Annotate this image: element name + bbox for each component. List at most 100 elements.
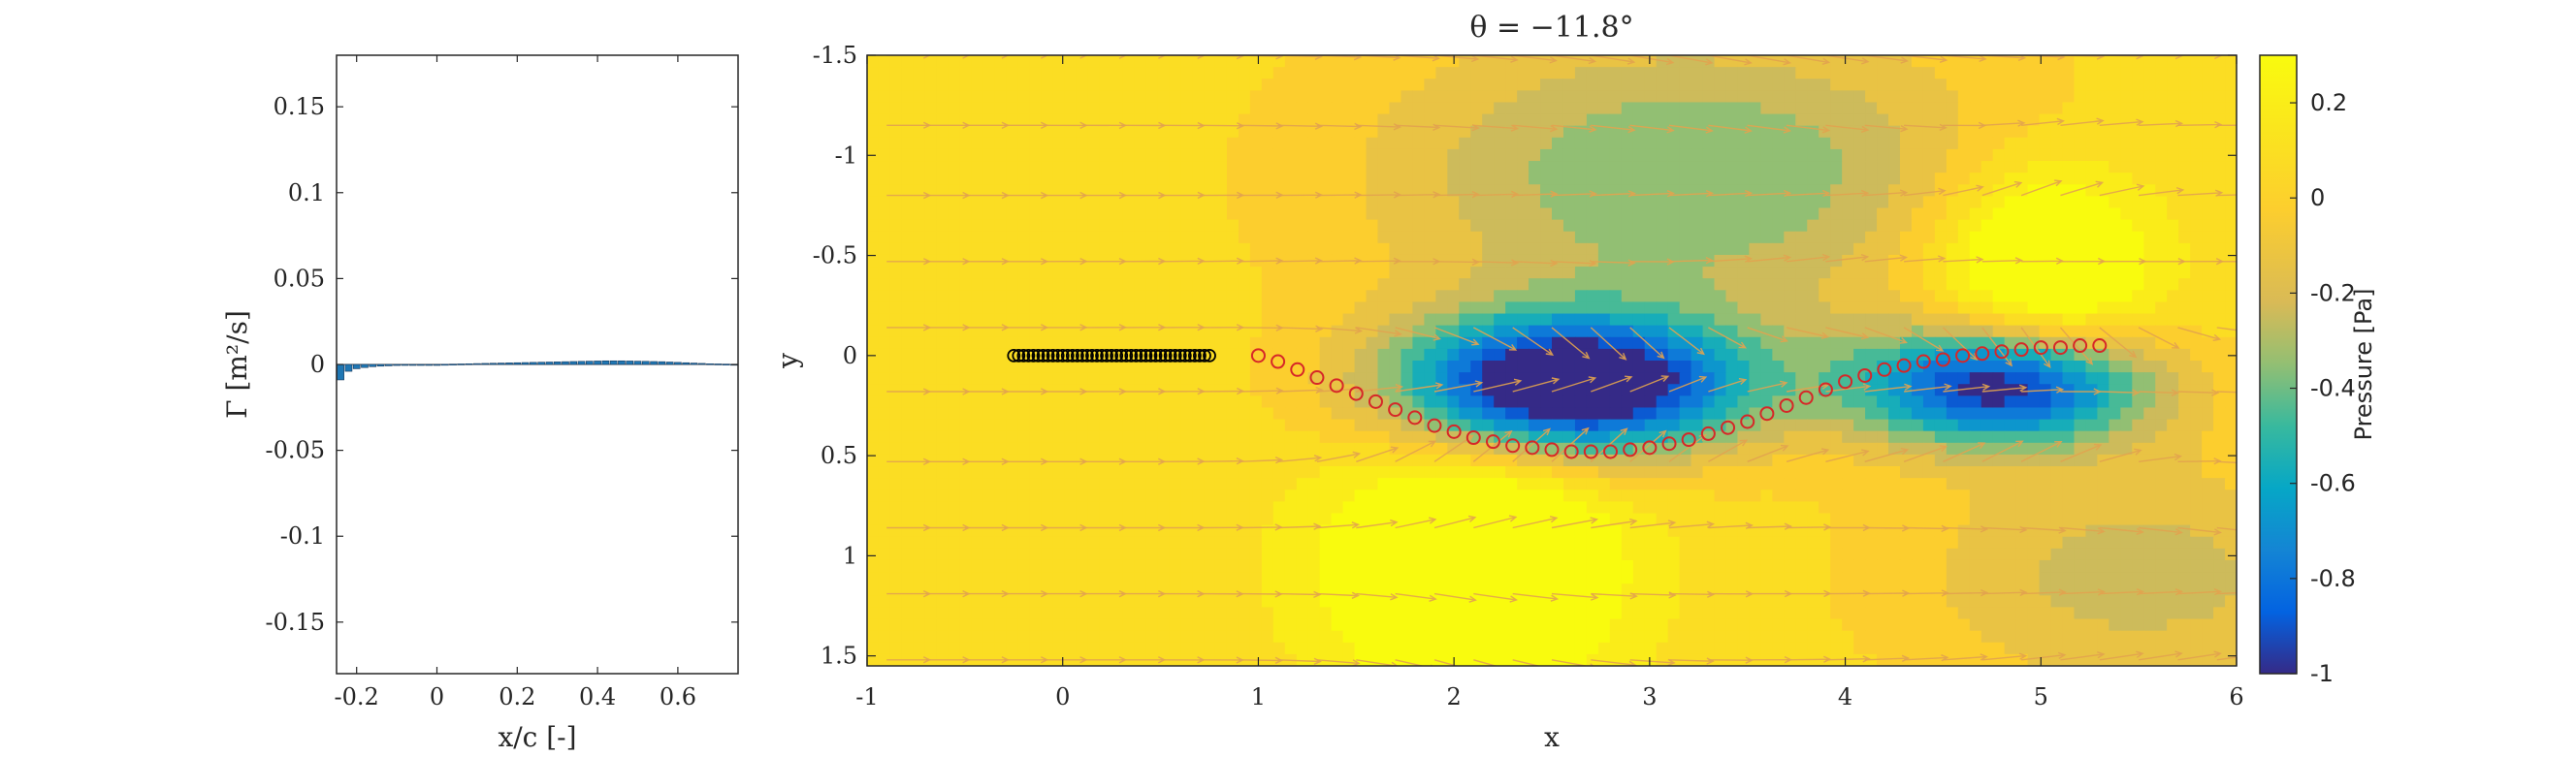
contour-cell [2039,173,2052,185]
contour-cell [1482,313,1495,327]
contour-cell [1261,536,1274,550]
contour-cell [2190,173,2203,185]
contour-cell [1911,395,1924,409]
contour-cell [1041,313,1054,327]
contour-cell [2085,79,2099,91]
contour-cell [1249,407,1263,421]
contour-cell [1238,430,1251,444]
contour-cell [1134,137,1146,150]
contour-cell [1134,524,1146,538]
contour-cell [1006,478,1019,490]
contour-cell [1157,301,1170,315]
contour-cell [878,501,891,515]
contour-cell [1122,278,1135,291]
contour-cell [948,466,961,479]
contour-cell [867,219,880,233]
contour-cell [1214,524,1228,538]
contour-cell [1969,524,1982,538]
contour-cell [1946,489,1959,502]
contour-cell [1226,466,1240,479]
contour-cell [1714,325,1727,338]
contour-cell [2050,478,2064,490]
contour-cell [1772,348,1785,362]
contour-cell [1517,478,1530,490]
contour-cell [994,372,1008,385]
contour-cell [2155,196,2168,209]
contour-cell [1737,290,1751,303]
contour-cell [994,466,1008,479]
contour-cell [1169,184,1181,197]
contour-cell [1122,184,1135,197]
contour-cell [2004,419,2017,432]
contour-cell [1714,231,1727,244]
contour-cell [1737,361,1751,373]
contour-cell [1957,478,1971,490]
contour-cell [1064,336,1077,350]
contour-cell [1214,384,1228,396]
contour-cell [1169,407,1181,421]
contour-cell [2074,207,2087,221]
contour-cell [959,501,973,515]
contour-cell [1087,55,1100,68]
contour-cell [1922,325,1936,338]
contour-cell [1424,125,1436,139]
contour-cell [889,313,903,327]
contour-cell [1517,361,1530,373]
contour-cell [1354,267,1368,279]
contour-cell [1377,336,1391,350]
contour-cell [1052,336,1066,350]
contour-cell [1795,501,1808,515]
contour-cell [948,501,961,515]
contour-cell [959,442,973,456]
contour-cell [889,501,903,515]
contour-cell [1249,267,1263,279]
contour-cell [1586,466,1599,479]
contour-cell [1145,524,1158,538]
contour-cell [1226,184,1240,197]
contour-cell [1609,489,1623,502]
contour-cell [2155,161,2168,173]
contour-cell [2027,207,2041,221]
contour-cell [2109,372,2121,385]
contour-cell [1192,454,1205,467]
contour-cell [1934,173,1948,185]
contour-cell [2155,137,2168,150]
contour-cell [1204,466,1216,479]
contour-cell [1946,278,1959,291]
contour-cell [1249,242,1263,256]
contour-cell [1249,207,1263,221]
contour-cell [2190,361,2203,373]
contour-cell [1934,207,1948,221]
contour-cell [1494,290,1506,303]
contour-cell [1621,361,1634,373]
contour-cell [1169,325,1181,338]
contour-cell [1006,137,1019,150]
contour-cell [1401,79,1414,91]
contour-cell [1238,442,1251,456]
contour-cell [1296,207,1309,221]
contour-cell [1435,501,1448,515]
contour-cell [1052,278,1066,291]
contour-cell [1888,478,1901,490]
contour-cell [1122,407,1135,421]
contour-cell [1877,67,1889,79]
contour-cell [1296,267,1309,279]
contour-cell [2178,79,2191,91]
contour-cell [2132,173,2144,185]
contour-cell [1389,301,1402,315]
contour-cell [1006,125,1019,139]
contour-cell [1830,478,1843,490]
contour-cell [2039,113,2052,127]
contour-cell [1597,231,1611,244]
contour-cell [2213,466,2226,479]
contour-cell [1957,442,1971,456]
contour-cell [2097,325,2109,338]
contour-cell [1331,219,1344,233]
contour-cell [2155,219,2168,233]
contour-cell [2062,478,2076,490]
contour-cell [1249,219,1263,233]
contour-cell [2178,442,2191,456]
contour-cell [1562,513,1576,526]
contour-cell [1597,125,1611,139]
contour-cell [1169,313,1181,327]
